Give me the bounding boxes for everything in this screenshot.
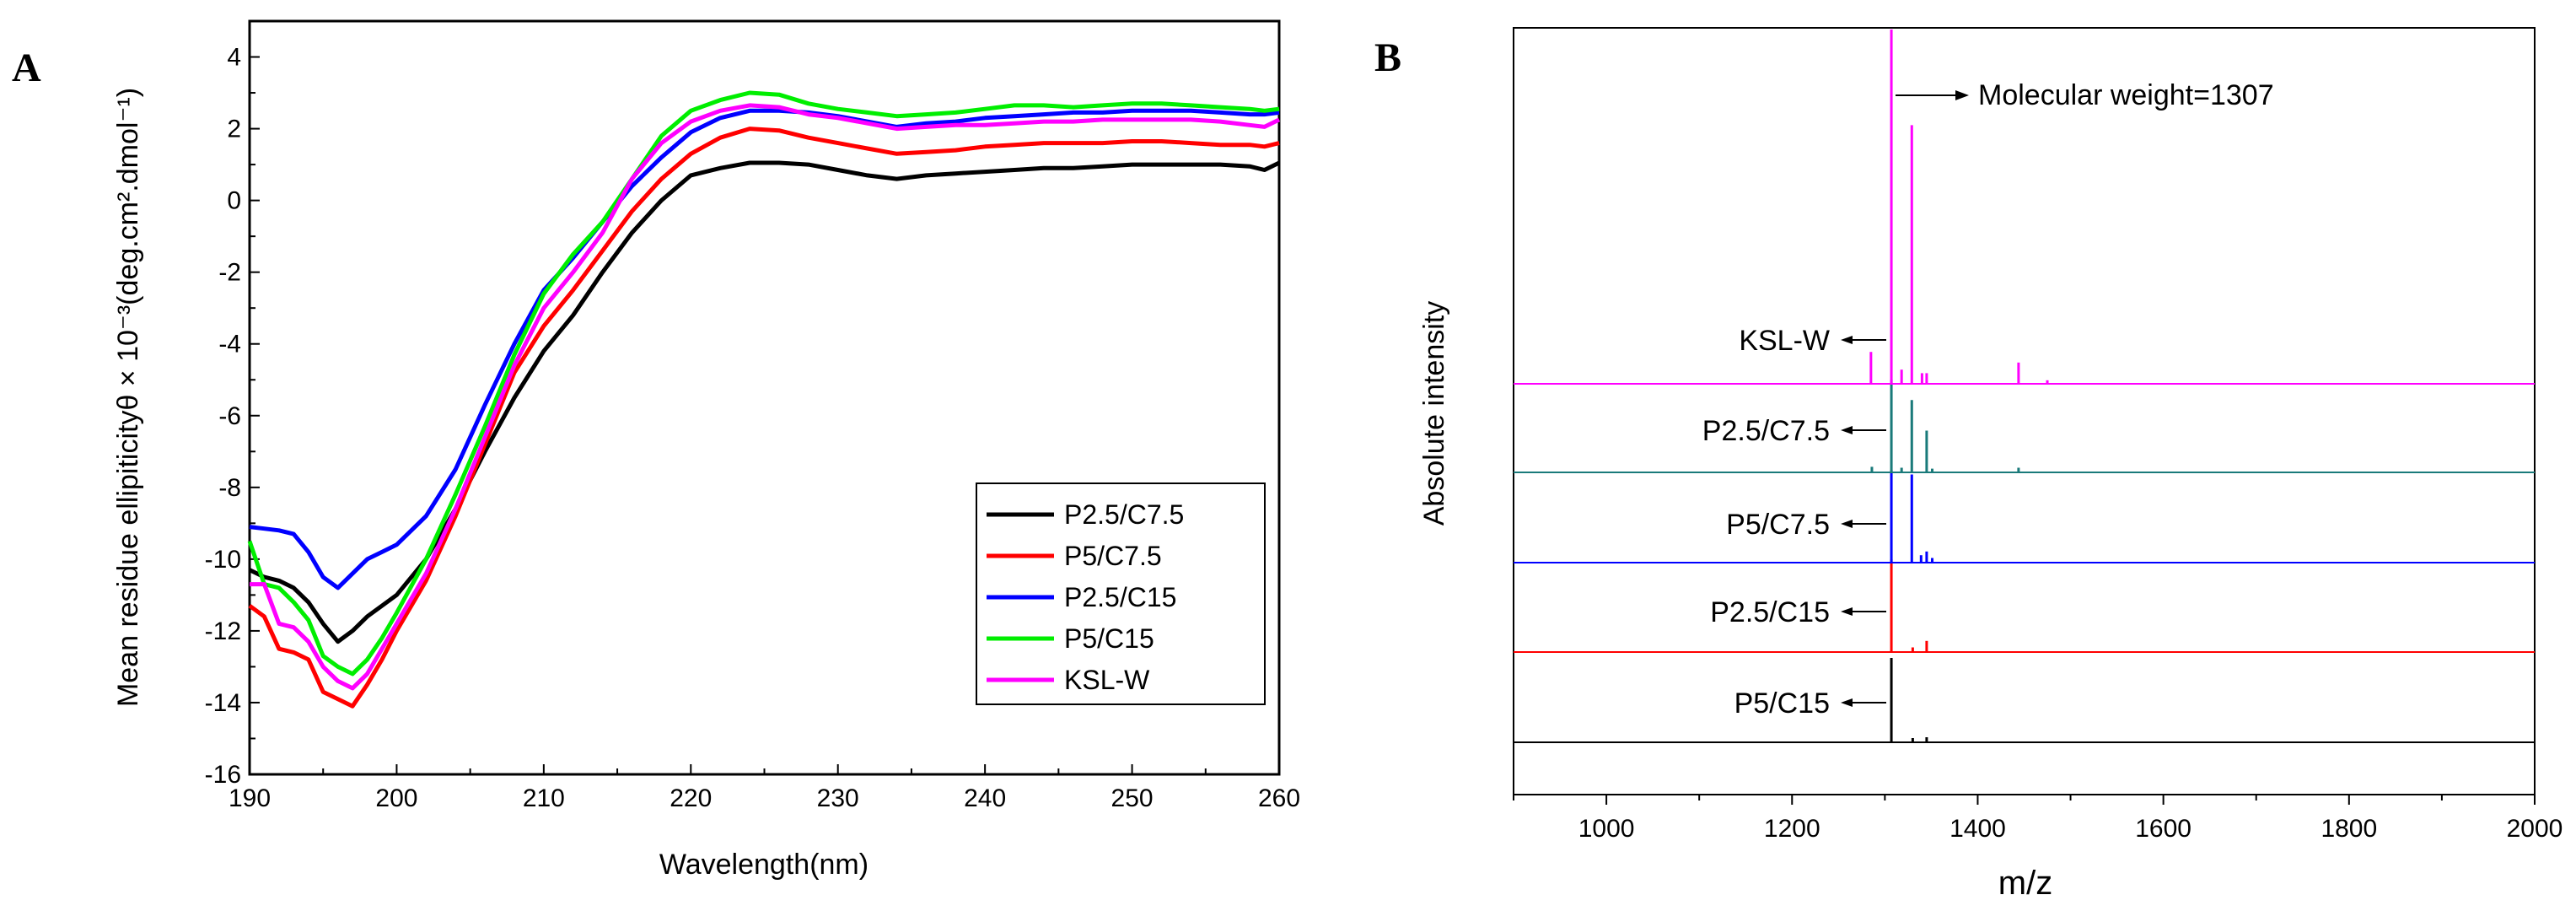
series-line-P2.5/C15 — [249, 108, 1280, 590]
series-line-P2.5/C7.5 — [248, 160, 1281, 644]
x-tick-label: 200 — [375, 784, 417, 812]
panel-a-cd-chart: 190 200 210 220 230 240 250 260-16-14-12-10-8-6… — [112, 19, 1300, 881]
trace-P5/C15: P5/C15 — [1514, 658, 2535, 743]
y-tick-label: -4 — [218, 331, 241, 358]
trace-label-P5/C7.5: P5/C7.5 — [1726, 509, 1830, 541]
y-tick-label: -6 — [218, 402, 241, 430]
x-tick-label: 250 — [1111, 784, 1154, 812]
y-tick-label: -2 — [218, 259, 241, 287]
legend-label-P5/C15: P5/C15 — [1064, 623, 1154, 654]
y-tick-label: -14 — [205, 689, 241, 717]
trace-label-arrowhead — [1841, 607, 1853, 616]
panel-a-legend: P2.5/C7.5 P5/C7.5 P2.5/C15 P5/C15 KSL-W — [976, 482, 1266, 705]
y-tick-label: -10 — [205, 546, 241, 574]
trace-label-arrowhead — [1841, 336, 1853, 344]
x-tick-label: 1000 — [1578, 815, 1635, 843]
trace-KSL-W: KSL-W — [1514, 30, 2535, 385]
y-tick-label: 2 — [227, 116, 241, 143]
panel-b-annotation: Molecular weight=1307 — [1896, 79, 2274, 111]
trace-P2.5/C15: P2.5/C15 — [1514, 559, 2535, 653]
trace-P2.5/C7.5: P2.5/C7.5 — [1514, 380, 2535, 473]
trace-label-P2.5/C15: P2.5/C15 — [1710, 596, 1830, 628]
legend-label-P5/C7.5: P5/C7.5 — [1064, 541, 1162, 571]
x-tick-label: 1600 — [2135, 815, 2191, 843]
panel-a-y-axis-label: Mean residue ellipiticityθ × 10⁻³(deg.cm… — [112, 88, 144, 707]
x-tick-label: 1800 — [2321, 815, 2377, 843]
y-tick-label: 4 — [227, 44, 241, 72]
panel-b-mass-spectra: 1000 1200 1400 1600 1800 2000 P5/C15P2.5/C15P… — [1418, 27, 2563, 902]
x-tick-label: 2000 — [2507, 815, 2563, 843]
panel-a-series — [247, 90, 1281, 709]
panel-b-ticks: 1000 1200 1400 1600 1800 2000 — [1513, 795, 2563, 843]
x-tick-label: 190 — [229, 784, 271, 812]
panel-b-frame — [1513, 27, 2536, 795]
panel-a-letter: A — [12, 46, 41, 90]
x-tick-label: 220 — [670, 784, 712, 812]
panel-a-legend-box — [976, 482, 1266, 705]
trace-P5/C7.5: P5/C7.5 — [1514, 470, 2535, 563]
panel-a-x-axis-label: Wavelength(nm) — [659, 849, 869, 881]
series-line-P5/C7.5 — [248, 127, 1280, 709]
series-line-P5/C15 — [247, 90, 1280, 677]
x-tick-label: 240 — [964, 784, 1006, 812]
panel-b-letter: B — [1374, 35, 1401, 80]
panel-b-x-axis-label: m/z — [1998, 865, 2052, 902]
panel-a-ticks: 190 200 210 220 230 240 250 260-16-14-12-10-8-6… — [205, 44, 1300, 812]
molecular-weight-arrowhead — [1955, 90, 1969, 100]
panel-b-traces: P5/C15 P2.5/C15 P5/C7.5 P2.5/C7.5 KSL-W — [1514, 30, 2535, 743]
legend-label-P2.5/C15: P2.5/C15 — [1064, 582, 1176, 612]
molecular-weight-label: Molecular weight=1307 — [1978, 79, 2274, 111]
trace-label-arrowhead — [1841, 698, 1853, 707]
panel-b-y-axis-label: Absolute intensity — [1418, 301, 1450, 526]
y-tick-label: -16 — [205, 761, 241, 789]
y-tick-label: -12 — [205, 617, 241, 645]
x-tick-label: 210 — [523, 784, 565, 812]
legend-label-P2.5/C7.5: P2.5/C7.5 — [1064, 499, 1184, 530]
trace-label-KSL-W: KSL-W — [1739, 325, 1830, 357]
x-tick-label: 1200 — [1764, 815, 1820, 843]
legend-label-KSL-W: KSL-W — [1064, 665, 1150, 695]
x-tick-label: 1400 — [1949, 815, 2006, 843]
y-tick-label: -8 — [218, 474, 241, 502]
x-tick-label: 230 — [817, 784, 859, 812]
trace-label-P5/C15: P5/C15 — [1734, 687, 1830, 720]
x-tick-label: 260 — [1258, 784, 1300, 812]
series-line-KSL-W — [250, 103, 1281, 691]
trace-label-arrowhead — [1841, 426, 1853, 434]
trace-label-arrowhead — [1841, 520, 1853, 528]
trace-label-P2.5/C7.5: P2.5/C7.5 — [1702, 415, 1830, 447]
y-tick-label: 0 — [227, 187, 241, 215]
